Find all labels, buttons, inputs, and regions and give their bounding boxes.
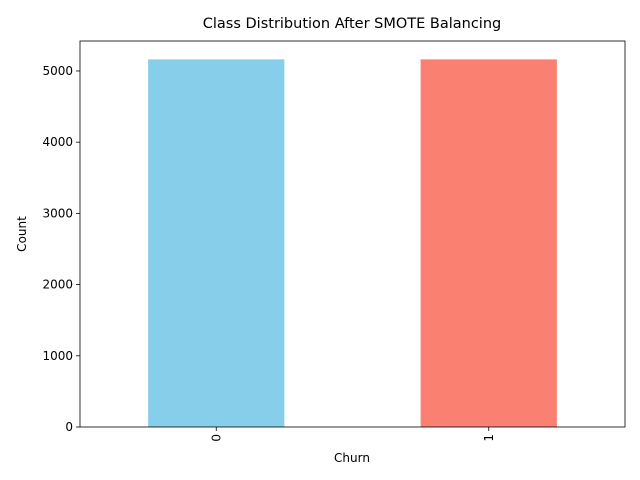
y-tick-label: 5000 [42,64,73,78]
bar-0 [148,59,285,427]
plot-area: 0 1 0 1000 2000 3000 4000 5000 [42,40,626,442]
bar-1 [420,59,557,427]
y-tick-label: 4000 [42,135,73,149]
y-tick-label: 2000 [42,278,73,292]
x-tick-label: 1 [482,434,496,442]
x-tick-label: 0 [209,434,223,442]
y-axis-label: Count [15,216,29,252]
axes-frame [79,40,626,428]
chart-title: Class Distribution After SMOTE Balancing [203,16,501,32]
x-axis-label: Churn [334,451,370,465]
y-tick-label: 0 [65,420,73,434]
y-tick-label: 1000 [42,349,73,363]
y-tick-label: 3000 [42,206,73,220]
